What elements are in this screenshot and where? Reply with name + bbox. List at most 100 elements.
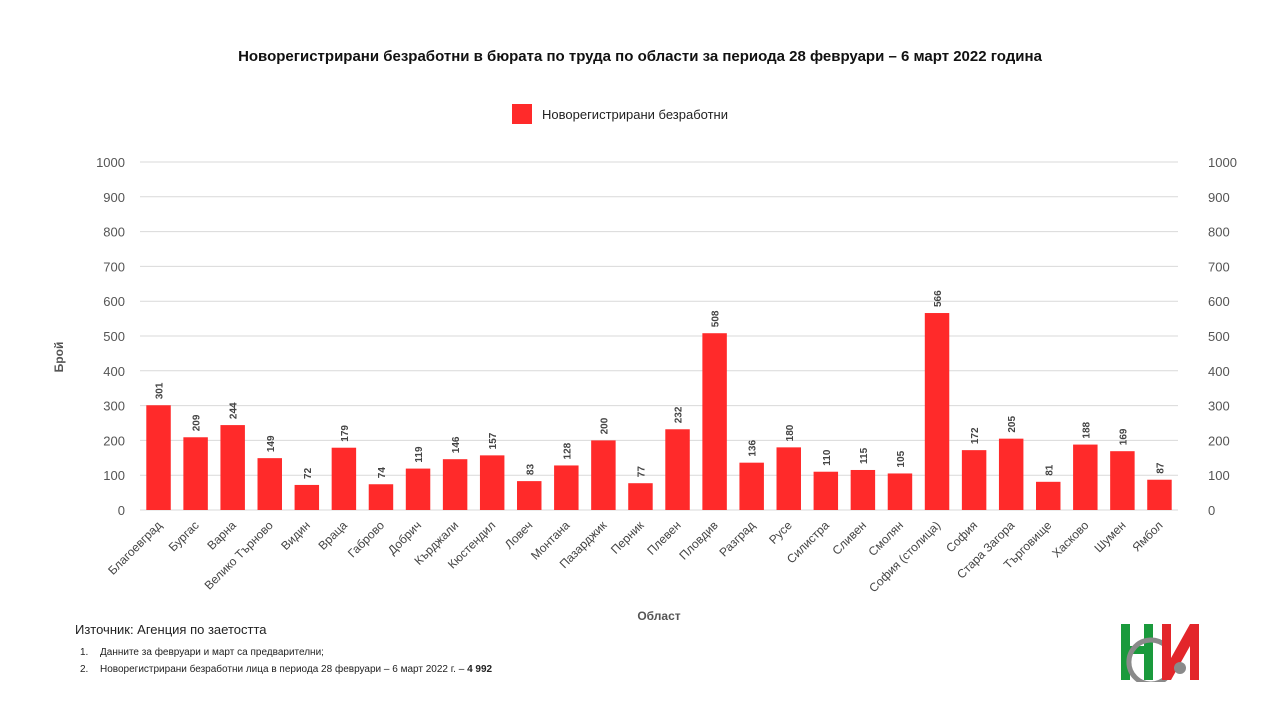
bar <box>331 447 357 510</box>
y-tick-label: 600 <box>1208 294 1230 309</box>
bar <box>776 447 801 510</box>
x-tick-label: Враца <box>315 518 350 553</box>
footnote-2: 2. Новорегистрирани безработни лица в пер… <box>80 661 492 678</box>
footnote-text: Новорегистрирани безработни лица в перио… <box>100 664 468 675</box>
y-tick-label: 400 <box>1208 364 1230 379</box>
legend-swatch <box>512 104 532 124</box>
data-label: 157 <box>488 432 499 449</box>
data-labels: 301 209 244 149 72 179 74 119 146 157 83 128 200 77 23… <box>155 290 1167 479</box>
x-tick-label: Ямбол <box>1129 518 1165 554</box>
chart-title: Новорегистрирани безработни в бюрата по … <box>238 48 1043 65</box>
y-tick-label: 100 <box>1208 468 1230 483</box>
y-tick-label: 700 <box>1208 259 1230 274</box>
data-label: 83 <box>525 464 536 476</box>
data-label: 119 <box>414 446 425 463</box>
bar <box>850 469 876 510</box>
x-tick-label: Варна <box>204 518 239 553</box>
y-axis-title: Брой <box>52 342 66 373</box>
y-tick-label: 1000 <box>96 155 125 170</box>
bar <box>961 450 987 510</box>
data-label: 301 <box>155 382 166 399</box>
nsi-logo <box>1121 624 1199 682</box>
x-tick-label: Ловеч <box>502 518 535 551</box>
y-tick-label: 900 <box>1208 190 1230 205</box>
y-tick-label: 0 <box>118 503 125 518</box>
y-tick-label: 200 <box>1208 433 1230 448</box>
y-tick-label: 900 <box>103 190 125 205</box>
data-label: 72 <box>303 467 314 479</box>
y-tick-label: 700 <box>103 259 125 274</box>
bar <box>665 429 690 510</box>
x-tick-label: Русе <box>766 518 795 547</box>
data-label: 508 <box>711 310 722 327</box>
bar <box>257 458 282 510</box>
footnote-number: 1. <box>80 647 89 658</box>
bar <box>739 462 764 510</box>
y-axis-right: 0 100 200 300 400 500 600 700 800 900 1000 <box>1208 155 1237 518</box>
gridlines <box>140 161 1178 511</box>
bar <box>887 473 913 510</box>
bar <box>146 405 171 510</box>
bar <box>183 437 208 510</box>
x-tick-label: Габрово <box>345 518 387 560</box>
bar <box>442 459 468 510</box>
data-label: 209 <box>192 414 203 431</box>
bar <box>517 481 542 510</box>
y-axis-left: 0 100 200 300 400 500 600 700 800 900 1000 <box>96 155 125 518</box>
data-label: 115 <box>859 447 870 464</box>
logo-green-letter <box>1121 624 1153 680</box>
y-tick-label: 300 <box>1208 399 1230 414</box>
data-label: 205 <box>1007 416 1018 433</box>
data-label: 200 <box>599 417 610 434</box>
x-tick-label: Сливен <box>829 518 869 558</box>
data-label: 105 <box>896 450 907 467</box>
bar <box>1110 451 1135 510</box>
y-tick-label: 600 <box>103 294 125 309</box>
data-label: 81 <box>1044 464 1055 476</box>
data-label: 244 <box>229 402 240 419</box>
data-label: 180 <box>785 424 796 441</box>
y-tick-label: 500 <box>1208 329 1230 344</box>
x-tick-label: София (столица) <box>866 518 943 595</box>
data-label: 232 <box>674 406 685 423</box>
data-label: 77 <box>636 466 647 478</box>
data-label: 179 <box>340 425 351 442</box>
bar <box>1036 481 1061 510</box>
data-label: 188 <box>1081 421 1092 438</box>
bar <box>554 465 579 510</box>
bar <box>591 440 616 510</box>
legend-label: Новорегистрирани безработни <box>542 107 728 122</box>
logo-gray-dot <box>1174 662 1186 674</box>
bar <box>813 471 839 510</box>
logo-gray-arc <box>1126 637 1168 682</box>
bar <box>479 455 505 510</box>
x-tick-label: Велико Търново <box>202 518 277 593</box>
source-note: Източник: Агенция по заетостта <box>75 622 267 637</box>
footnote-number: 2. <box>80 664 89 675</box>
x-tick-label: Благоевград <box>105 518 164 577</box>
x-tick-label: Перник <box>608 518 647 557</box>
y-tick-label: 200 <box>103 433 125 448</box>
y-tick-label: 100 <box>103 468 125 483</box>
bar <box>220 425 245 510</box>
x-tick-label: Пловдив <box>676 518 720 562</box>
y-tick-label: 800 <box>1208 225 1230 240</box>
data-label: 136 <box>748 440 759 457</box>
data-label: 149 <box>266 435 277 452</box>
x-tick-label: Шумен <box>1091 518 1128 555</box>
y-tick-label: 800 <box>103 225 125 240</box>
footnote-1: 1. Данните за февруари и март са предвари… <box>80 644 492 661</box>
bar <box>368 484 394 510</box>
bar <box>998 438 1024 510</box>
x-tick-label: Хасково <box>1049 518 1091 560</box>
bar <box>405 468 431 510</box>
data-label: 172 <box>970 427 981 444</box>
x-tick-label: Разград <box>717 518 758 559</box>
data-label: 146 <box>451 436 462 453</box>
bar <box>924 313 950 510</box>
x-tick-label: Бургас <box>166 518 202 554</box>
x-axis-title: Област <box>637 609 680 623</box>
y-tick-label: 400 <box>103 364 125 379</box>
y-tick-label: 1000 <box>1208 155 1237 170</box>
bar <box>1147 479 1172 510</box>
